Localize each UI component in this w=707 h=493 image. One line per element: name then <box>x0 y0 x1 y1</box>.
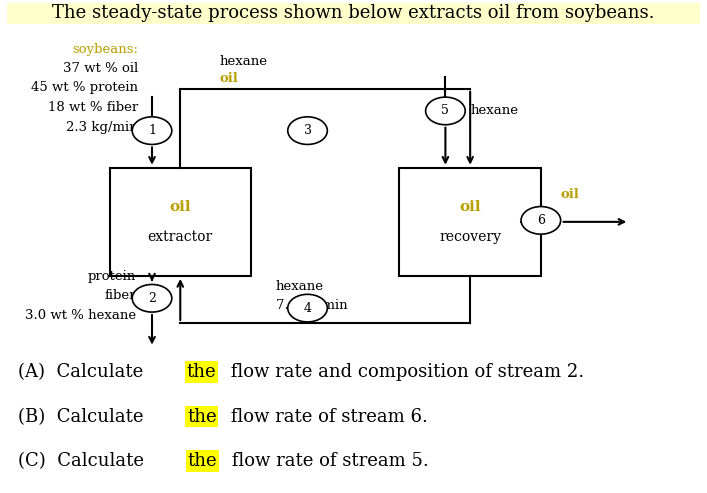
Text: oil: oil <box>561 188 580 201</box>
Text: fiber: fiber <box>104 289 136 302</box>
Text: extractor: extractor <box>148 230 213 244</box>
Circle shape <box>132 284 172 312</box>
Text: the: the <box>187 452 217 470</box>
Text: 18 wt % fiber: 18 wt % fiber <box>47 101 138 114</box>
Text: 3: 3 <box>303 124 312 137</box>
Text: hexane: hexane <box>470 105 518 117</box>
Circle shape <box>426 97 465 125</box>
Text: oil: oil <box>170 200 191 213</box>
Text: the: the <box>187 363 216 381</box>
Text: 5: 5 <box>441 105 450 117</box>
Circle shape <box>288 117 327 144</box>
Text: protein: protein <box>88 270 136 282</box>
Text: 2.3 kg/min: 2.3 kg/min <box>66 121 138 134</box>
Text: flow rate and composition of stream 2.: flow rate and composition of stream 2. <box>225 363 584 381</box>
Text: hexane: hexane <box>276 281 324 293</box>
Text: 3.0 wt % hexane: 3.0 wt % hexane <box>25 309 136 322</box>
Text: 6: 6 <box>537 214 545 227</box>
Text: recovery: recovery <box>439 230 501 244</box>
Circle shape <box>288 294 327 322</box>
Circle shape <box>132 117 172 144</box>
Circle shape <box>521 207 561 234</box>
Text: 2: 2 <box>148 292 156 305</box>
Text: flow rate of stream 6.: flow rate of stream 6. <box>226 408 428 425</box>
Bar <box>110 168 251 276</box>
Bar <box>399 168 541 276</box>
Text: 1: 1 <box>148 124 156 137</box>
Text: 45 wt % protein: 45 wt % protein <box>31 81 138 94</box>
Text: 7.4 kg/min: 7.4 kg/min <box>276 299 347 312</box>
FancyBboxPatch shape <box>7 3 700 24</box>
Text: The steady-state process shown below extracts oil from soybeans.: The steady-state process shown below ext… <box>52 4 655 22</box>
Text: flow rate of stream 5.: flow rate of stream 5. <box>226 452 428 470</box>
Text: oil: oil <box>460 200 481 213</box>
Text: the: the <box>187 408 216 425</box>
Text: (A)  Calculate: (A) Calculate <box>18 363 148 381</box>
Text: 4: 4 <box>303 302 312 315</box>
Text: oil: oil <box>219 72 238 85</box>
Text: hexane: hexane <box>219 55 267 68</box>
Text: soybeans:: soybeans: <box>72 43 138 56</box>
Text: 37 wt % oil: 37 wt % oil <box>63 62 138 74</box>
Text: (C)  Calculate: (C) Calculate <box>18 452 149 470</box>
Text: (B)  Calculate: (B) Calculate <box>18 408 149 425</box>
